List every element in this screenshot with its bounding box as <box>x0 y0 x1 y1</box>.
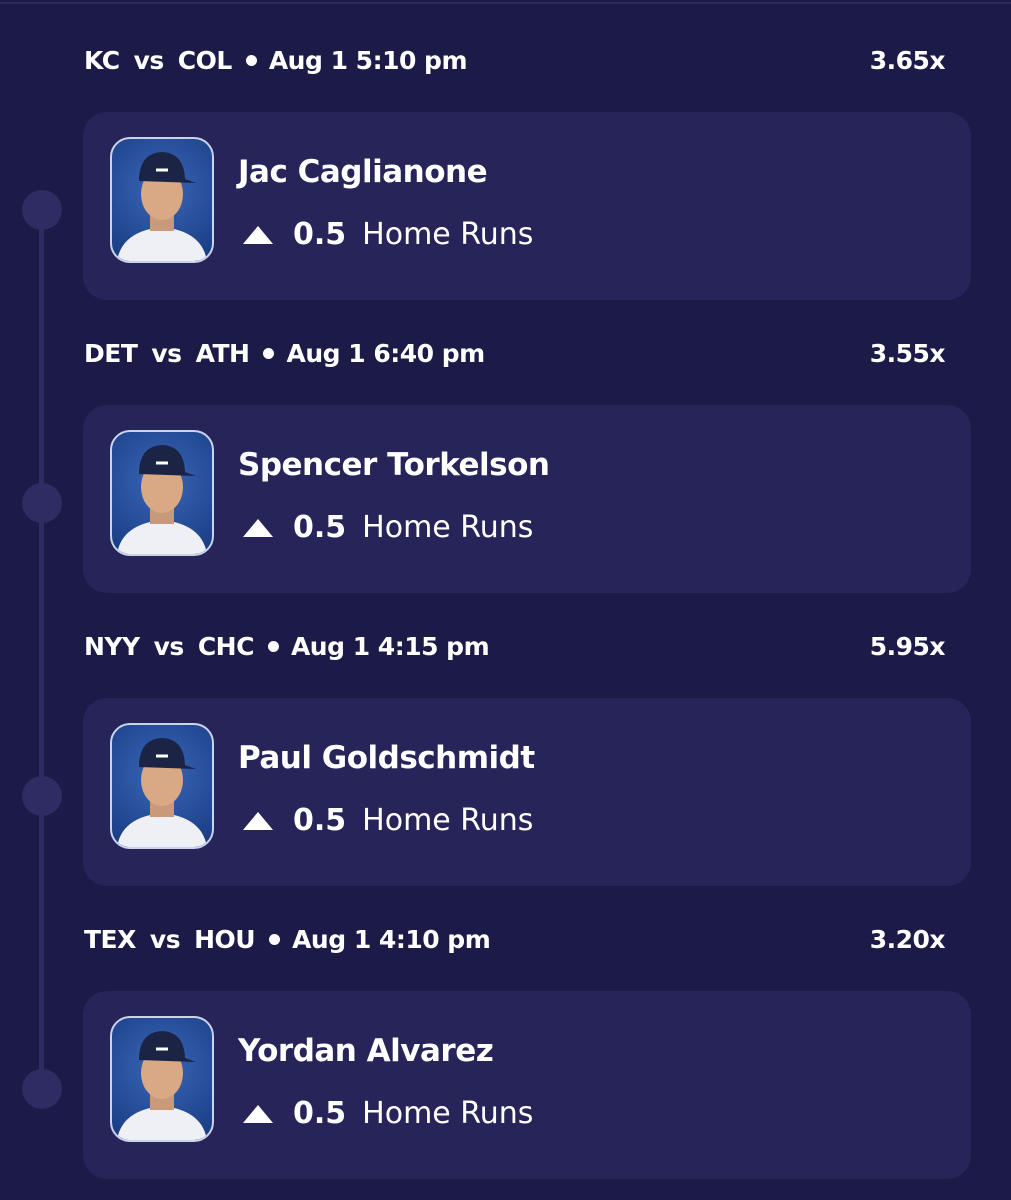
game-header: KC vs COL Aug 1 5:10 pm 3.65x <box>84 40 946 80</box>
separator-dot <box>245 54 257 66</box>
pick-card[interactable]: Yordan Alvarez 0.5 Home Runs <box>83 991 971 1179</box>
over-icon <box>243 225 273 244</box>
game-header: NYY vs CHC Aug 1 4:15 pm 5.95x <box>84 626 946 666</box>
team: COL <box>177 45 233 75</box>
team: CHC <box>197 631 255 661</box>
timeline-rail <box>39 210 44 1090</box>
over-icon <box>243 518 273 537</box>
versus: vs <box>153 631 185 661</box>
multiplier: 5.95x <box>869 631 946 661</box>
game-time: Aug 1 5:10 pm <box>268 45 468 75</box>
versus: vs <box>151 338 182 368</box>
team: NYY <box>84 631 140 661</box>
player-name: Spencer Torkelson <box>238 447 550 483</box>
game-header: DET vs ATH Aug 1 6:40 pm 3.55x <box>84 333 946 373</box>
team: TEX <box>84 924 136 954</box>
team: ATH <box>195 338 250 368</box>
versus: vs <box>133 45 165 75</box>
pick-line: 0.5 Home Runs <box>243 510 533 545</box>
timeline-node <box>22 776 62 816</box>
pick-card[interactable]: Jac Caglianone 0.5 Home Runs <box>83 112 971 300</box>
player-name: Jac Caglianone <box>238 154 488 190</box>
team: DET <box>84 338 138 368</box>
over-icon <box>243 811 273 830</box>
team: KC <box>84 45 120 75</box>
multiplier: 3.20x <box>869 924 946 954</box>
game-header: TEX vs HOU Aug 1 4:10 pm 3.20x <box>84 919 946 959</box>
player-name: Yordan Alvarez <box>238 1033 494 1069</box>
stat-name: Home Runs <box>362 510 534 545</box>
line-value: 0.5 <box>293 1096 347 1131</box>
game-time: Aug 1 6:40 pm <box>286 338 485 368</box>
separator-dot <box>269 933 281 945</box>
pick-line: 0.5 Home Runs <box>243 217 533 252</box>
stat-name: Home Runs <box>362 217 534 252</box>
pick-card[interactable]: Paul Goldschmidt 0.5 Home Runs <box>83 698 971 886</box>
pick-line: 0.5 Home Runs <box>243 803 533 838</box>
game-time: Aug 1 4:10 pm <box>292 924 491 954</box>
stat-name: Home Runs <box>362 803 534 838</box>
pick-card[interactable]: Spencer Torkelson 0.5 Home Runs <box>83 405 971 593</box>
line-value: 0.5 <box>293 803 347 838</box>
multiplier: 3.55x <box>869 338 946 368</box>
separator-dot <box>263 347 275 359</box>
line-value: 0.5 <box>293 217 347 252</box>
stat-name: Home Runs <box>362 1096 534 1131</box>
player-avatar <box>110 430 214 556</box>
timeline-node <box>22 483 62 523</box>
line-value: 0.5 <box>293 510 347 545</box>
timeline-node <box>22 190 62 230</box>
player-avatar <box>110 723 214 849</box>
game-time: Aug 1 4:15 pm <box>290 631 490 661</box>
timeline-node <box>22 1069 62 1109</box>
separator-dot <box>267 640 279 652</box>
multiplier: 3.65x <box>869 45 946 75</box>
player-avatar <box>110 1016 214 1142</box>
player-avatar <box>110 137 214 263</box>
versus: vs <box>149 924 181 954</box>
pick-line: 0.5 Home Runs <box>243 1096 533 1131</box>
player-name: Paul Goldschmidt <box>238 740 535 776</box>
team: HOU <box>194 924 256 954</box>
over-icon <box>243 1104 273 1123</box>
top-divider <box>0 2 1011 4</box>
